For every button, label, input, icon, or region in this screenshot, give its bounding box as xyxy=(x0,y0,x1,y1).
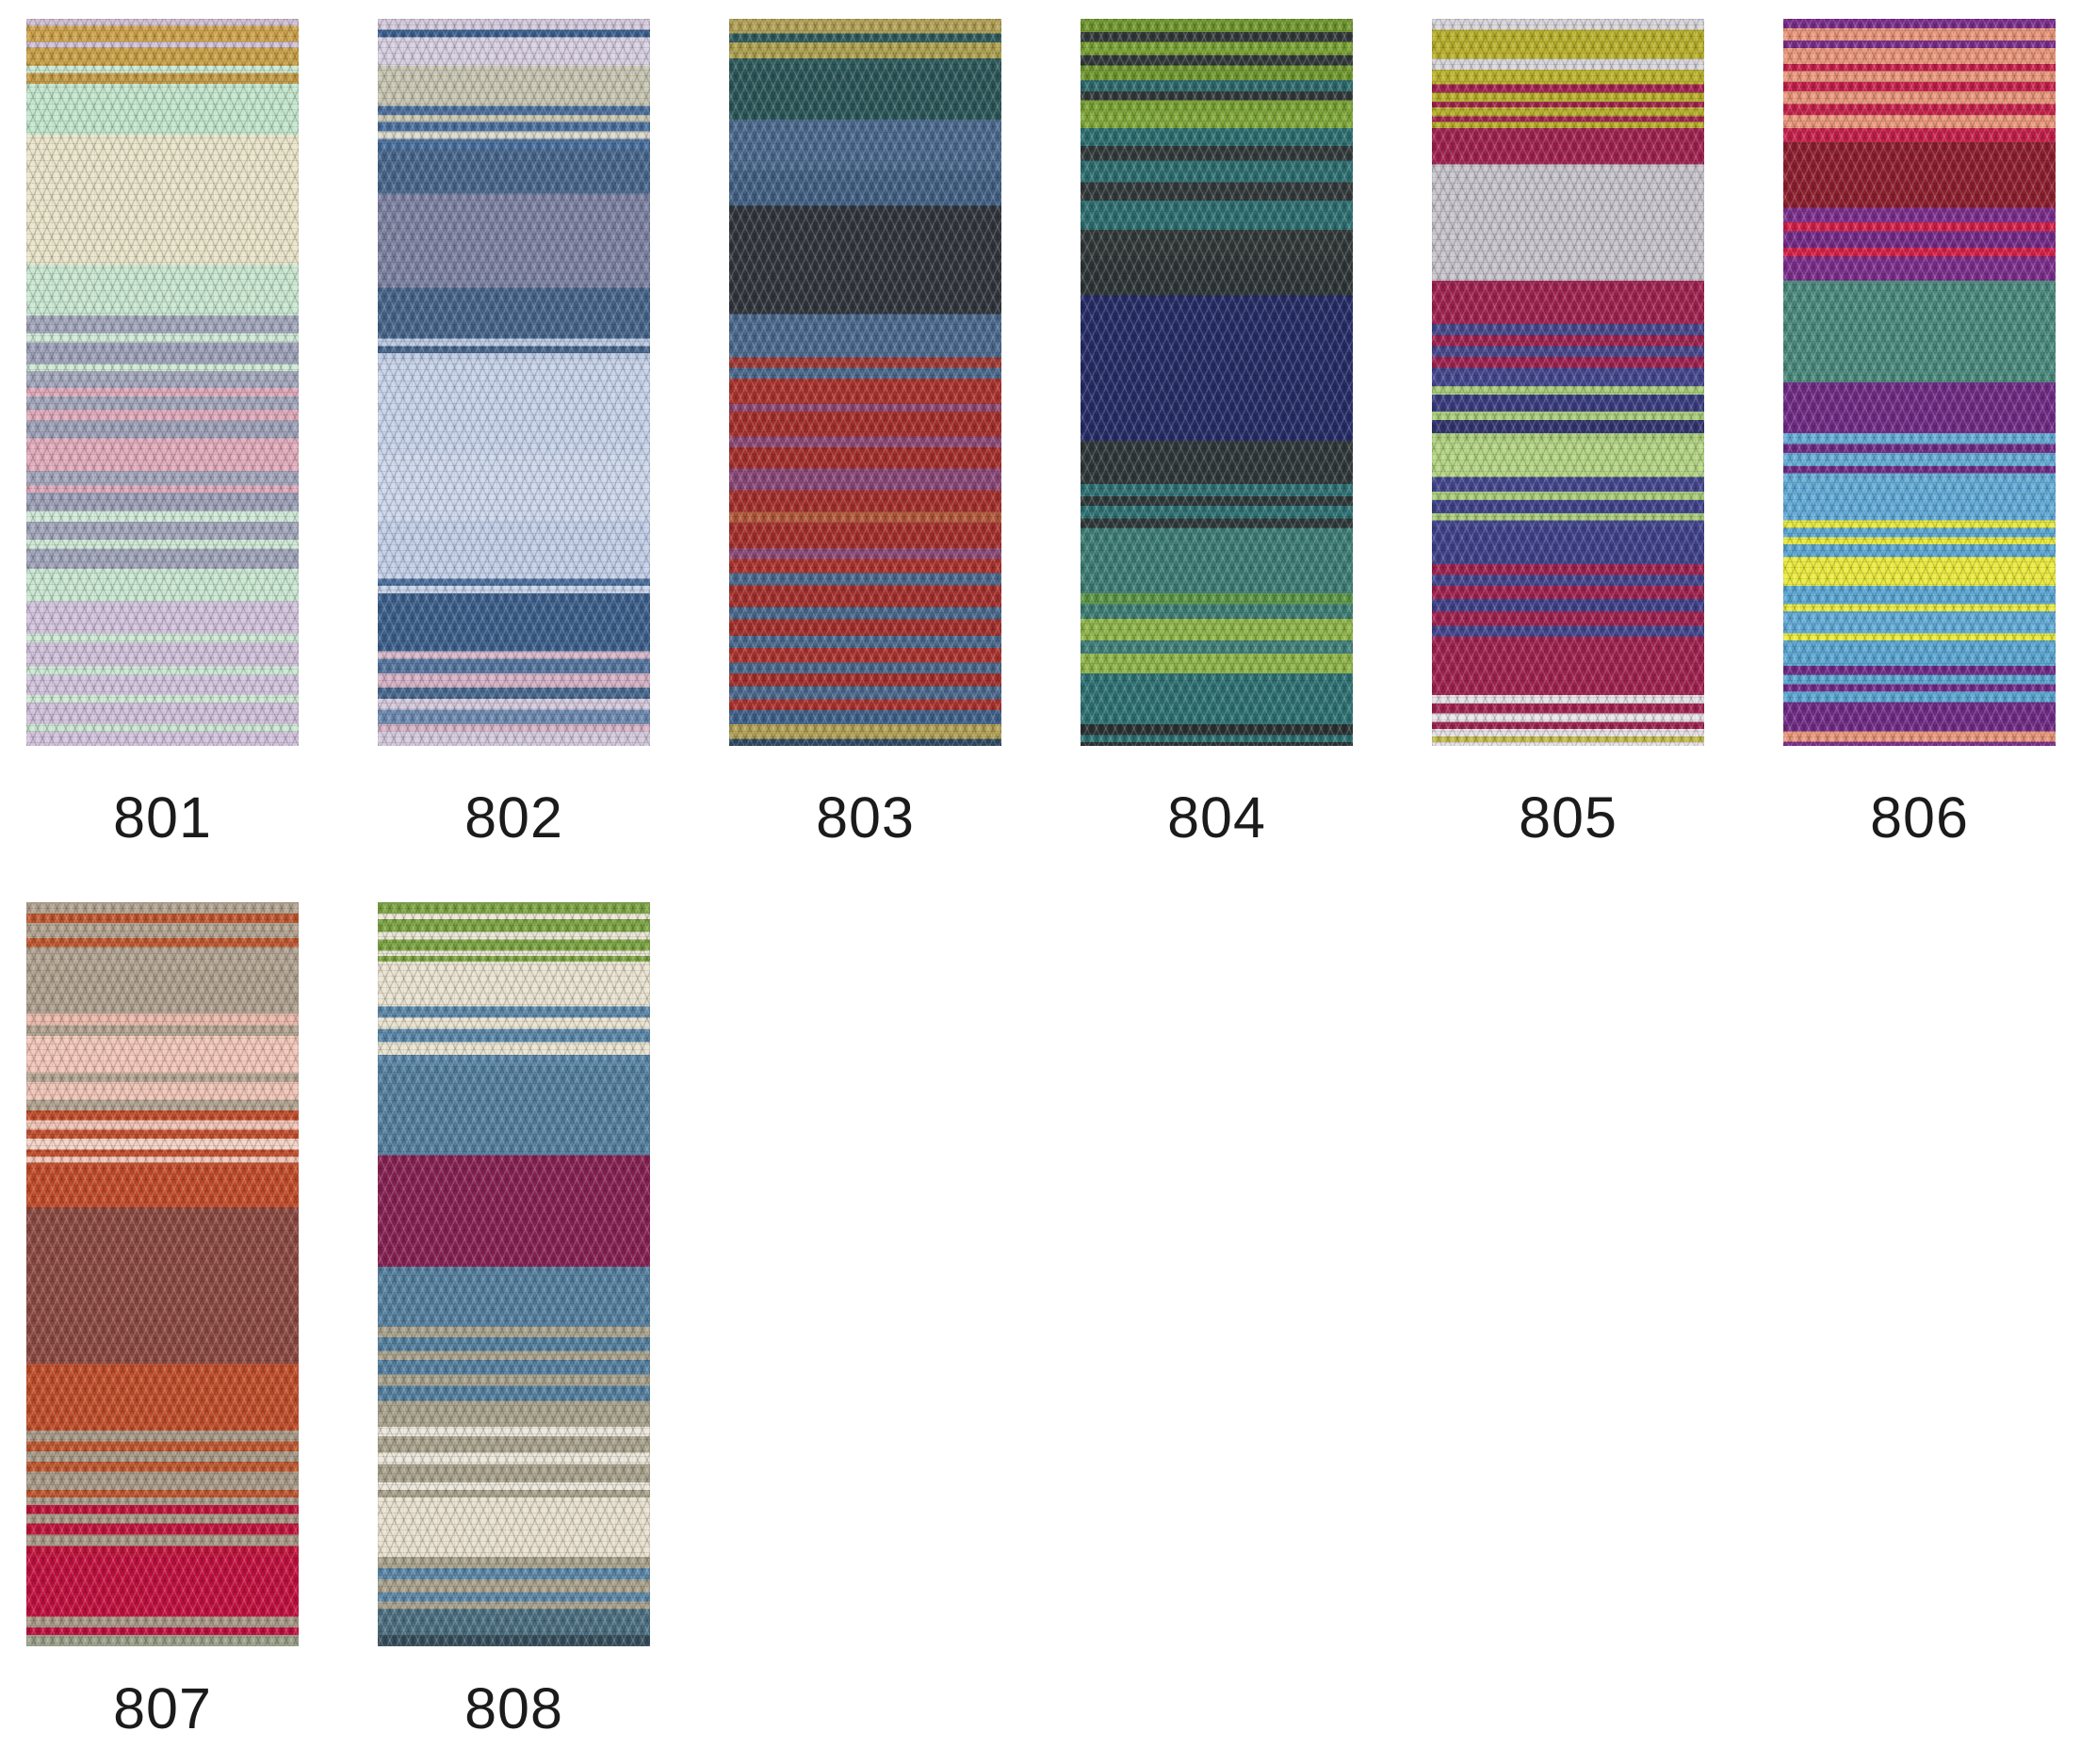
colorway-number: 808 xyxy=(464,1676,563,1740)
swatch-cell: 808 xyxy=(378,902,650,1759)
colorway-number: 805 xyxy=(1519,785,1618,850)
yarn-swatch-photo-801 xyxy=(26,19,299,746)
swatch-cell: 805 xyxy=(1432,19,1704,902)
colorway-number: 804 xyxy=(1167,785,1266,850)
colorway-number: 801 xyxy=(113,785,212,850)
swatch-cell: 801 xyxy=(26,19,299,902)
swatch-cell: 804 xyxy=(1081,19,1353,902)
colorway-number: 803 xyxy=(816,785,915,850)
colorway-number: 806 xyxy=(1870,785,1969,850)
yarn-swatch-photo-804 xyxy=(1081,19,1353,746)
yarn-swatch-photo-803 xyxy=(729,19,1001,746)
colorway-number: 802 xyxy=(464,785,563,850)
swatch-cell: 807 xyxy=(26,902,299,1759)
yarn-swatch-photo-805 xyxy=(1432,19,1704,746)
yarn-swatch-photo-808 xyxy=(378,902,650,1646)
colorway-number: 807 xyxy=(113,1676,212,1740)
swatch-cell: 802 xyxy=(378,19,650,902)
yarn-swatch-photo-802 xyxy=(378,19,650,746)
swatch-cell: 806 xyxy=(1783,19,2056,902)
yarn-swatch-photo-807 xyxy=(26,902,299,1646)
swatch-cell: 803 xyxy=(729,19,1001,902)
yarn-swatch-photo-806 xyxy=(1783,19,2056,746)
